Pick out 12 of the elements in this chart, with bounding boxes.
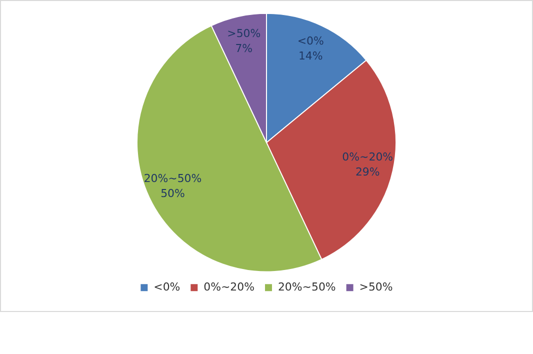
slice-label: 20%~50% xyxy=(144,172,202,185)
data-label: 29% xyxy=(355,165,380,178)
data-label: 14% xyxy=(298,49,323,62)
slice-label: <0% xyxy=(297,34,324,48)
legend-label: >50% xyxy=(359,280,393,294)
legend-label: 0%~20% xyxy=(204,280,255,294)
data-label: 7% xyxy=(235,42,253,56)
slice-label: >50% xyxy=(227,27,261,40)
slice-label: 0%~20% xyxy=(342,150,394,164)
legend-label: <0% xyxy=(154,280,180,294)
data-label: 50% xyxy=(160,186,185,200)
legend-label: 20%~50% xyxy=(278,280,336,294)
